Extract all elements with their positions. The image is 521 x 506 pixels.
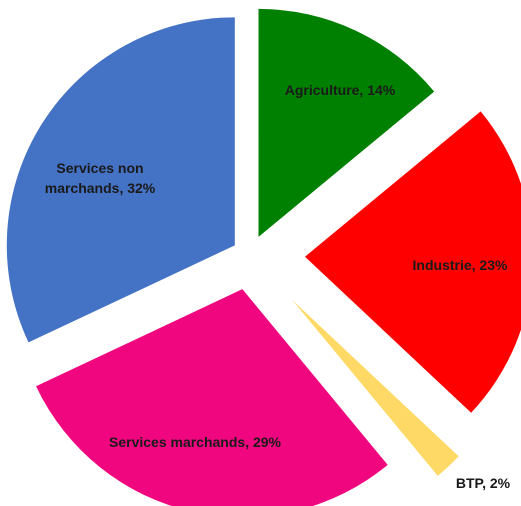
data-label: BTP, 2% [455, 475, 511, 491]
pie-slice [258, 8, 435, 237]
data-label: Industrie, 23% [412, 257, 508, 273]
pie-slice [292, 300, 459, 476]
data-label: Services marchands, 29% [109, 434, 281, 450]
data-label: Services non marchands, 32% [44, 160, 156, 196]
pie-slice [304, 111, 521, 413]
pie-slice [6, 17, 235, 343]
pie-slice [36, 289, 388, 506]
data-label: Agriculture, 14% [284, 82, 396, 98]
